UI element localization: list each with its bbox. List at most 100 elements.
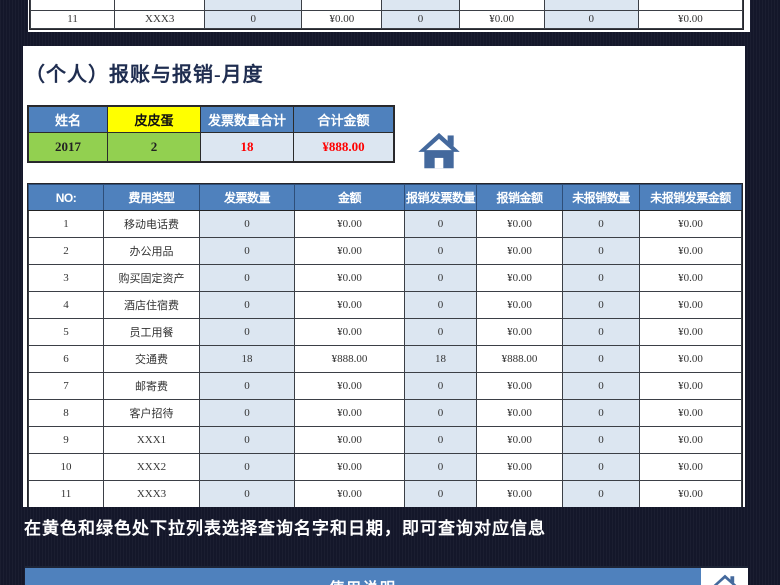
cell-unreimbursed-amount: ¥0.00: [639, 399, 742, 427]
cell-category: 酒店住宿费: [103, 291, 200, 319]
cell-reimbursed-amount: ¥0.00: [476, 372, 563, 400]
cell-unreimbursed-qty: 0: [562, 291, 640, 319]
cell-reimbursed-amount: ¥0.00: [476, 291, 563, 319]
invoice-total-value: 18: [200, 132, 294, 162]
cell-reimbursed-qty: 18: [404, 345, 477, 373]
cell: [637, 0, 744, 11]
cell-unreimbursed-amount: ¥0.00: [639, 237, 742, 265]
table-row: 9 XXX1 0 ¥0.00 0 ¥0.00 0 ¥0.00: [28, 426, 742, 454]
table-row: 11 XXX3 0 ¥0.00 0 ¥0.00 0 ¥0.00: [29, 9, 744, 29]
expense-table: NO: 费用类型 发票数量 金额 报销发票数量 报销金额 未报销数量 未报销发票…: [27, 183, 743, 507]
cell-unreimbursed-amount: ¥0.00: [639, 480, 742, 507]
cell: [381, 0, 460, 11]
cell-amount: ¥0.00: [294, 291, 405, 319]
table-row: 6 交通费 18 ¥888.00 18 ¥888.00 0 ¥0.00: [28, 345, 742, 373]
cell-unreimbursed-qty: 0: [562, 237, 640, 265]
top-fragment-table: 11 XXX3 0 ¥0.00 0 ¥0.00 0 ¥0.00: [29, 0, 744, 30]
cell-category: XXX1: [103, 426, 200, 454]
cell-reimbursed-qty: 0: [404, 318, 477, 346]
cell-amount: ¥0.00: [294, 237, 405, 265]
cell: [458, 0, 545, 11]
cell-unreimbursed-amount: ¥0.00: [639, 210, 742, 238]
cell-invoice-qty: 0: [199, 318, 295, 346]
cell-reimbursed-qty: 0: [404, 399, 477, 427]
cell-invoice-qty: 0: [199, 426, 295, 454]
month-dropdown-cell[interactable]: 2: [107, 132, 201, 162]
cell: [301, 0, 383, 11]
table-row: 4 酒店住宿费 0 ¥0.00 0 ¥0.00 0 ¥0.00: [28, 291, 742, 319]
cell-category: XXX3: [114, 9, 206, 29]
cell-reimbursed-amount: ¥0.00: [476, 399, 563, 427]
table-row: 1 移动电话费 0 ¥0.00 0 ¥0.00 0 ¥0.00: [28, 210, 742, 238]
table-row: 11 XXX3 0 ¥0.00 0 ¥0.00 0 ¥0.00: [28, 480, 742, 507]
amount-total-value: ¥888.00: [293, 132, 394, 162]
cell-no: 9: [28, 426, 104, 454]
cell-reimbursed-qty: 0: [404, 480, 477, 507]
cell-amount: ¥0.00: [294, 480, 405, 507]
cell-no: 1: [28, 210, 104, 238]
col-header-no: NO:: [28, 184, 104, 211]
col-header-reimbursed-qty: 报销发票数量: [404, 184, 477, 211]
cell-category: 购买固定资产: [103, 264, 200, 292]
cell-amount: ¥0.00: [294, 399, 405, 427]
cell-reimbursed-qty: 0: [404, 453, 477, 481]
cell-unreimbursed-qty: 0: [562, 399, 640, 427]
usage-notes-tab[interactable]: 使用说明: [25, 566, 701, 585]
cell-category: 客户招待: [103, 399, 200, 427]
cell-invoice-qty: 0: [199, 453, 295, 481]
cell-invoice-qty: 0: [199, 210, 295, 238]
col-header-category: 费用类型: [103, 184, 200, 211]
cell-unreimbursed-qty: 0: [562, 480, 640, 507]
cell-amount: ¥0.00: [301, 9, 383, 29]
corner-home-cell[interactable]: [701, 566, 748, 585]
table-row: 10 XXX2 0 ¥0.00 0 ¥0.00 0 ¥0.00: [28, 453, 742, 481]
cell-unreimbursed-qty: 0: [543, 9, 639, 29]
table-row: 3 购买固定资产 0 ¥0.00 0 ¥0.00 0 ¥0.00: [28, 264, 742, 292]
cell: [29, 0, 116, 11]
cell-invoice-qty: 0: [199, 480, 295, 507]
cell-unreimbursed-amount: ¥0.00: [639, 345, 742, 373]
cell-no: 6: [28, 345, 104, 373]
cell-reimbursed-amount: ¥0.00: [476, 264, 563, 292]
home-icon[interactable]: [418, 132, 460, 170]
cell-no: 11: [29, 9, 116, 29]
cell-invoice-qty: 0: [199, 372, 295, 400]
summary-header-name: 姓名: [28, 106, 108, 133]
cell-amount: ¥0.00: [294, 210, 405, 238]
report-panel: （个人）报账与报销-月度 姓名 皮皮蛋 发票数量合计 合计金额 2017 2 1…: [23, 46, 745, 507]
cell-reimbursed-qty: 0: [404, 264, 477, 292]
cell-unreimbursed-amount: ¥0.00: [637, 9, 744, 29]
cell-reimbursed-qty: 0: [404, 237, 477, 265]
year-dropdown-cell[interactable]: 2017: [28, 132, 108, 162]
top-table-fragment: 11 XXX3 0 ¥0.00 0 ¥0.00 0 ¥0.00: [28, 0, 750, 32]
cell-unreimbursed-amount: ¥0.00: [639, 264, 742, 292]
cell-invoice-qty: 0: [199, 264, 295, 292]
cell-unreimbursed-qty: 0: [562, 426, 640, 454]
cell-amount: ¥0.00: [294, 453, 405, 481]
expense-table-header-row: NO: 费用类型 发票数量 金额 报销发票数量 报销金额 未报销数量 未报销发票…: [28, 184, 742, 211]
cell-category: XXX2: [103, 453, 200, 481]
cell-no: 3: [28, 264, 104, 292]
summary-header-amount-total: 合计金额: [293, 106, 394, 133]
table-row: 2 办公用品 0 ¥0.00 0 ¥0.00 0 ¥0.00: [28, 237, 742, 265]
cell-unreimbursed-qty: 0: [562, 372, 640, 400]
cell-no: 7: [28, 372, 104, 400]
cell-unreimbursed-qty: 0: [562, 264, 640, 292]
summary-header-invoice-total: 发票数量合计: [200, 106, 294, 133]
cell-no: 10: [28, 453, 104, 481]
cell-no: 8: [28, 399, 104, 427]
home-icon: [713, 574, 737, 585]
table-row-clipped: [29, 0, 744, 11]
cell: [543, 0, 639, 11]
cell-reimbursed-qty: 0: [404, 372, 477, 400]
cell-invoice-qty: 0: [204, 9, 303, 29]
cell-unreimbursed-qty: 0: [562, 345, 640, 373]
table-row: 8 客户招待 0 ¥0.00 0 ¥0.00 0 ¥0.00: [28, 399, 742, 427]
instruction-text: 在黄色和绿色处下拉列表选择查询名字和日期，即可查询对应信息: [24, 519, 546, 538]
cell: [114, 0, 206, 11]
col-header-unreimbursed-qty: 未报销数量: [562, 184, 640, 211]
name-dropdown-cell[interactable]: 皮皮蛋: [107, 106, 201, 133]
cell-category: 移动电话费: [103, 210, 200, 238]
cell-unreimbursed-qty: 0: [562, 318, 640, 346]
